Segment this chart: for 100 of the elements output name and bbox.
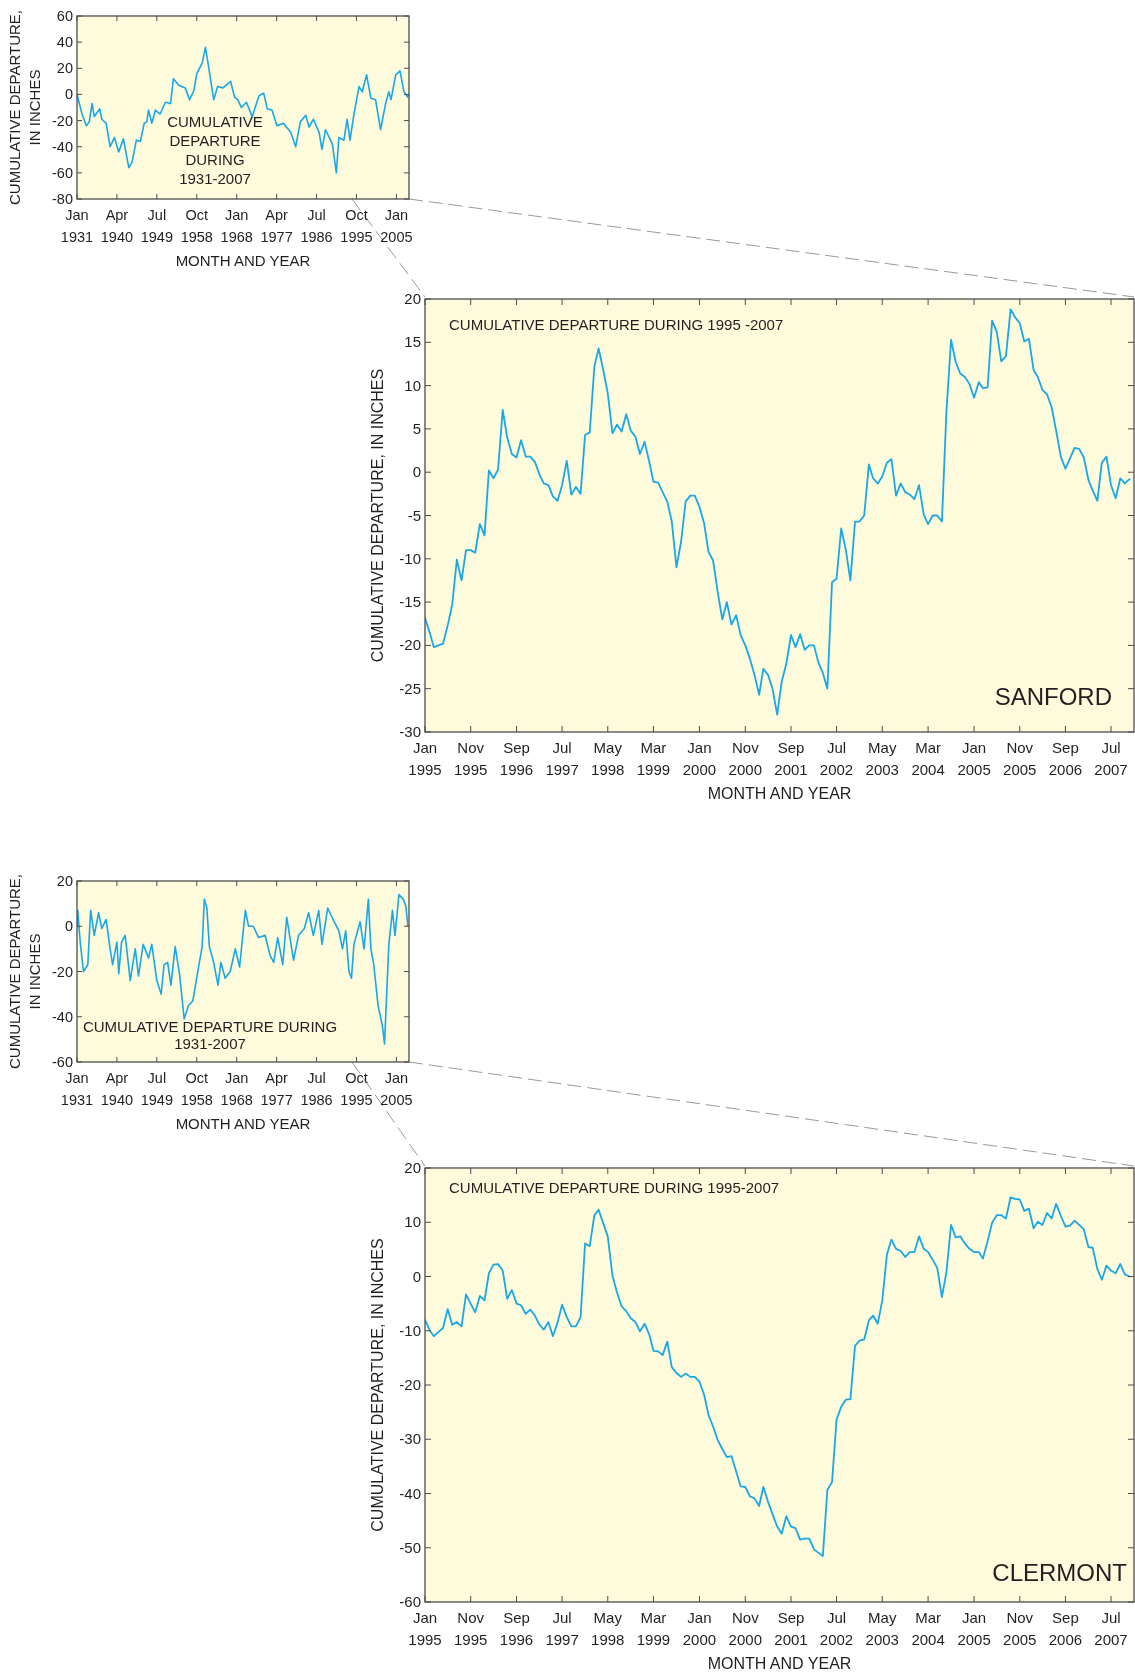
y-tick-label: 10 — [404, 376, 421, 394]
y-tick-label: -25 — [399, 679, 421, 697]
annotation: CLERMONT — [992, 1559, 1128, 1586]
line-series — [425, 308, 1131, 716]
y-tick-label: -60 — [399, 1593, 421, 1610]
x-tick-label: Jan 2005 — [957, 739, 991, 778]
y-tick-label: 20 — [56, 873, 73, 889]
y-tick-label: -20 — [399, 636, 421, 654]
x-axis-title: MONTH AND YEAR — [175, 1115, 311, 1132]
y-axis-title: CUMULATIVE DEPARTURE, IN INCHES — [369, 1238, 386, 1532]
y-tick-label: -40 — [52, 1008, 73, 1025]
x-tick-label: Mar 2004 — [911, 1609, 945, 1648]
x-tick-label: Mar 2004 — [911, 739, 945, 778]
x-tick-label: Jan 2005 — [380, 207, 413, 245]
x-tick-label: Sep 2001 — [774, 739, 808, 778]
y-tick-label: -20 — [399, 1376, 421, 1393]
x-tick-label: May 1998 — [591, 739, 625, 778]
x-tick-label: Sep 1996 — [499, 739, 534, 778]
annotation: CUMULATIVE DEPARTURE DURING 1931-2007 — [82, 1018, 338, 1052]
line-series — [425, 1196, 1131, 1557]
y-tick-label: -20 — [52, 963, 73, 980]
x-tick-label: Jul 1949 — [140, 1070, 173, 1108]
x-tick-label: Jul 1986 — [300, 207, 333, 245]
x-tick-label: Jul 1986 — [300, 1070, 333, 1108]
y-tick-label: 10 — [404, 1213, 421, 1231]
x-tick-label: Sep 2001 — [774, 1609, 808, 1648]
x-tick-label: Nov 2000 — [728, 1609, 762, 1648]
x-tick-label: Apr 1977 — [260, 207, 293, 245]
x-tick-label: Jul 2007 — [1094, 1609, 1128, 1648]
y-tick-label: -60 — [52, 1054, 73, 1070]
x-tick-label: Jul 1997 — [545, 1609, 579, 1648]
x-axis-title: MONTH AND YEAR — [707, 1655, 852, 1672]
x-tick-label: Jan 2005 — [957, 1609, 991, 1648]
y-tick-label: 20 — [56, 60, 73, 77]
annotation: SANFORD — [994, 683, 1112, 710]
y-tick-label: -80 — [52, 191, 73, 207]
y-axis-title: CUMULATIVE DEPARTURE, IN INCHES — [369, 368, 386, 663]
x-tick-label: Jan 1995 — [408, 739, 442, 778]
x-tick-label: Sep 2006 — [1048, 739, 1083, 778]
x-tick-label: Oct 1958 — [180, 207, 213, 245]
x-tick-label: Jul 2007 — [1094, 739, 1128, 778]
y-tick-label: 0 — [64, 918, 73, 935]
x-tick-label: Oct 1995 — [340, 1070, 373, 1108]
y-tick-label: -5 — [407, 506, 421, 524]
line-series — [77, 46, 409, 174]
y-tick-label: 15 — [404, 333, 421, 351]
x-tick-label: Jan 1931 — [60, 1070, 94, 1108]
x-tick-label: Jan 2000 — [682, 1609, 717, 1648]
x-axis-title: MONTH AND YEAR — [707, 785, 852, 802]
x-tick-label: Sep 2006 — [1048, 1609, 1083, 1648]
y-tick-label: -40 — [52, 138, 73, 155]
x-tick-label: Nov 1995 — [454, 739, 488, 778]
x-tick-label: Mar 1999 — [636, 739, 671, 778]
y-tick-label: -30 — [399, 723, 421, 740]
x-tick-label: Oct 1995 — [340, 207, 373, 245]
y-tick-label: 0 — [412, 1267, 421, 1285]
y-tick-label: -30 — [399, 1430, 421, 1448]
x-axis-title: MONTH AND YEAR — [175, 252, 311, 269]
y-tick-label: 5 — [412, 419, 421, 437]
y-tick-label: 0 — [64, 86, 73, 103]
x-tick-label: Jul 2002 — [819, 739, 854, 778]
x-tick-label: Nov 2005 — [1003, 1609, 1037, 1648]
y-axis-title: CUMULATIVE DEPARTURE, IN INCHES — [6, 9, 43, 206]
annotation: CUMULATIVE DEPARTURE DURING 1995-2007 — [449, 1179, 780, 1196]
x-tick-label: Mar 1999 — [636, 1609, 671, 1648]
y-tick-label: -10 — [399, 1321, 421, 1339]
x-tick-label: Jan 1968 — [220, 207, 253, 245]
x-tick-label: Jul 1949 — [140, 207, 173, 245]
x-tick-label: May 2003 — [865, 739, 899, 778]
y-tick-label: 40 — [56, 34, 73, 51]
x-tick-label: Nov 2005 — [1003, 739, 1037, 778]
x-tick-label: Jan 1995 — [408, 1609, 442, 1648]
x-tick-label: Jan 1968 — [220, 1070, 253, 1108]
x-tick-label: Apr 1940 — [100, 1070, 134, 1108]
x-tick-label: Jan 2005 — [380, 1070, 413, 1108]
y-tick-label: 20 — [404, 290, 421, 307]
x-tick-label: Jul 1997 — [545, 739, 579, 778]
x-tick-label: Jul 2002 — [819, 1609, 854, 1648]
x-tick-label: Nov 2000 — [728, 739, 762, 778]
x-tick-label: Jan 1931 — [60, 207, 94, 245]
x-tick-label: Sep 1996 — [499, 1609, 534, 1648]
x-tick-label: Jan 2000 — [682, 739, 717, 778]
y-tick-label: -50 — [399, 1538, 421, 1556]
x-tick-label: Oct 1958 — [180, 1070, 213, 1108]
y-tick-label: -60 — [52, 164, 73, 181]
y-tick-label: 20 — [404, 1159, 421, 1176]
x-tick-label: May 1998 — [591, 1609, 625, 1648]
annotation: CUMULATIVE DEPARTURE DURING 1995 -2007 — [449, 316, 784, 333]
y-tick-label: 0 — [412, 463, 421, 481]
x-tick-label: Apr 1977 — [260, 1070, 293, 1108]
y-tick-label: -10 — [399, 549, 421, 567]
x-tick-label: Nov 1995 — [454, 1609, 488, 1648]
y-tick-label: -15 — [399, 593, 421, 611]
x-tick-label: May 2003 — [865, 1609, 899, 1648]
y-tick-label: -20 — [52, 112, 73, 129]
x-tick-label: Apr 1940 — [100, 207, 134, 245]
y-tick-label: -40 — [399, 1484, 421, 1502]
y-axis-title: CUMULATIVE DEPARTURE, IN INCHES — [6, 873, 43, 1070]
annotation: CUMULATIVE DEPARTURE DURING 1931-2007 — [167, 113, 263, 187]
y-tick-label: 60 — [56, 8, 73, 24]
